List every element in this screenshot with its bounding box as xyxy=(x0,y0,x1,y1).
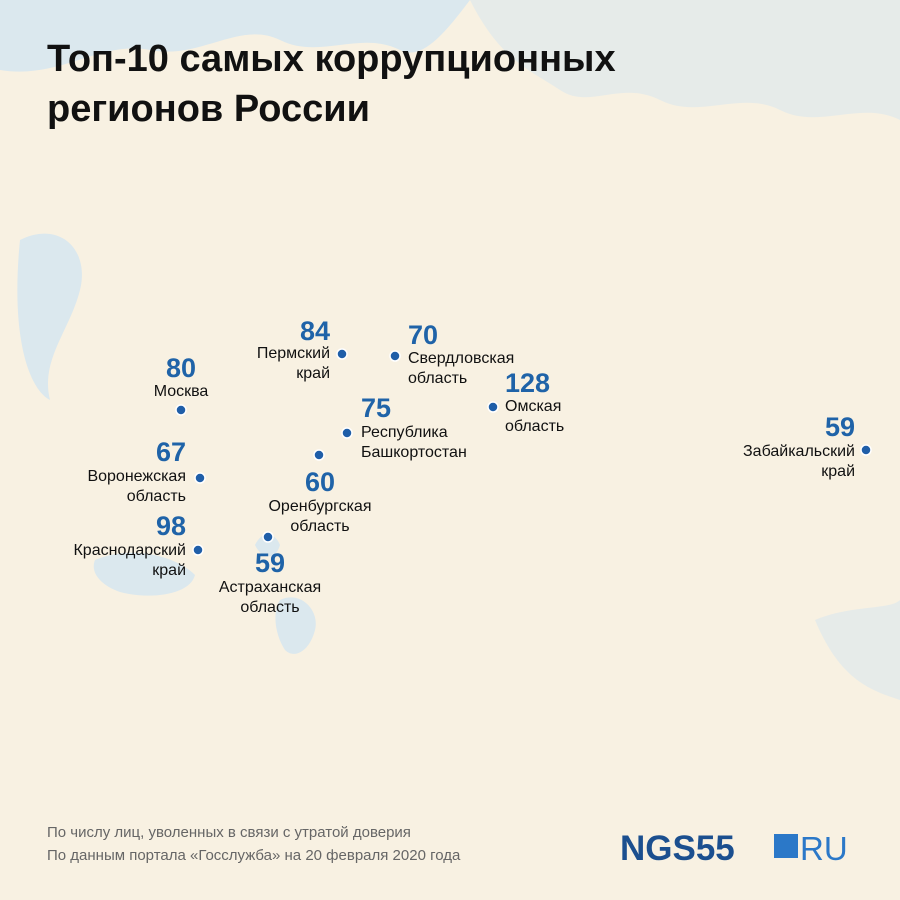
region-dot xyxy=(175,404,187,416)
logo-square xyxy=(774,834,798,858)
region-value: 60 xyxy=(305,467,335,497)
region-dot xyxy=(860,444,872,456)
footnote: По числу лиц, уволенных в связи с утрато… xyxy=(47,824,411,841)
region-label: Оренбургская xyxy=(268,498,371,515)
logo-text: NGS55 xyxy=(620,829,735,868)
region-dot xyxy=(192,544,204,556)
region-dot xyxy=(341,427,353,439)
water xyxy=(0,0,900,700)
region-label: область xyxy=(290,518,349,535)
region-value: 59 xyxy=(255,548,285,578)
region-label: область xyxy=(408,370,467,387)
region-dot xyxy=(313,449,325,461)
region-label: край xyxy=(152,562,186,579)
region-label: Москва xyxy=(154,383,209,400)
region-label: Воронежская xyxy=(87,468,186,485)
region-label: Краснодарский xyxy=(73,542,186,559)
title-line: регионов России xyxy=(47,88,370,130)
region-value: 84 xyxy=(300,316,330,346)
region-label: область xyxy=(240,599,299,616)
footnote: По данным портала «Госслужба» на 20 февр… xyxy=(47,847,461,864)
region-label: Башкортостан xyxy=(361,444,467,461)
region-value: 59 xyxy=(825,412,855,442)
region-dot xyxy=(389,350,401,362)
region-value: 67 xyxy=(156,437,186,467)
region-dot xyxy=(262,531,274,543)
region-value: 128 xyxy=(505,368,550,398)
region-value: 75 xyxy=(361,393,391,423)
region-label: область xyxy=(505,418,564,435)
region-dot xyxy=(194,472,206,484)
region-value: 80 xyxy=(166,353,196,383)
region-dot xyxy=(336,348,348,360)
logo-suffix: RU xyxy=(800,830,848,867)
region-label: Астраханская xyxy=(219,579,321,596)
region-label: Забайкальский xyxy=(743,443,855,460)
region-label: область xyxy=(127,488,186,505)
region-label: Омская xyxy=(505,398,561,415)
region-label: край xyxy=(296,365,330,382)
region-label: Свердловская xyxy=(408,350,514,367)
region-dot xyxy=(487,401,499,413)
title-line: Топ-10 самых коррупционных xyxy=(47,38,616,80)
region-label: край xyxy=(821,463,855,480)
region-value: 98 xyxy=(156,511,186,541)
region-label: Республика xyxy=(361,424,448,441)
region-value: 70 xyxy=(408,320,438,350)
region-label: Пермский xyxy=(257,345,330,362)
